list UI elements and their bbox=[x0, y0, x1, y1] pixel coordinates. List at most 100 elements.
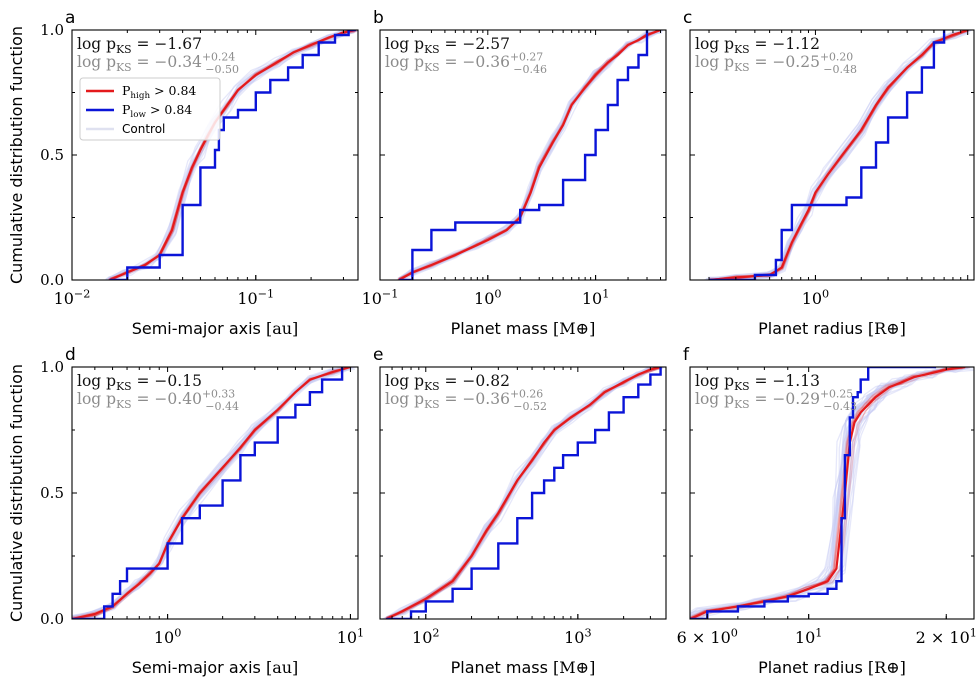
x-tick-label: 10−1 bbox=[237, 287, 274, 308]
ks-annotation-main-part: log p bbox=[385, 35, 424, 53]
high-series-line bbox=[398, 30, 661, 280]
control-line bbox=[388, 367, 663, 619]
x-tick-label-part: 10 bbox=[582, 289, 602, 308]
x-axis-label-part: [R⊕] bbox=[868, 658, 906, 677]
x-axis-label: Semi-major axis [au] bbox=[132, 658, 299, 677]
ks-annotation-main-part: KS bbox=[116, 380, 132, 393]
ks-annotation-main-part: log p bbox=[695, 372, 734, 390]
x-tick-label-part: 0 bbox=[494, 287, 501, 300]
panel-letter: f bbox=[683, 345, 690, 365]
ks-annotation-control-part: = −0.34 bbox=[132, 53, 202, 71]
x-tick-label-part: 10 bbox=[564, 628, 584, 647]
plot-area bbox=[690, 367, 974, 619]
ks-annotation-control-part: = −0.29 bbox=[750, 390, 820, 408]
legend-label-high-part: high bbox=[130, 91, 150, 101]
x-tick-label-part: 0 bbox=[822, 287, 829, 300]
ks-annotation-control-part: +0.27 bbox=[510, 50, 543, 63]
ks-annotation-main-part: = −1.12 bbox=[750, 35, 820, 53]
control-line bbox=[383, 367, 660, 619]
x-tick-label-part: 2 × 10 bbox=[916, 628, 970, 647]
ks-annotation-main-part: KS bbox=[734, 380, 750, 393]
y-tick-label: 0.0 bbox=[40, 271, 64, 289]
control-line bbox=[709, 30, 972, 280]
x-axis-label-part: Semi-major axis bbox=[132, 319, 266, 338]
panel-letter: b bbox=[373, 8, 384, 28]
ks-annotation-control-sub: −0.43 bbox=[823, 400, 857, 413]
ks-annotation-control-part: KS bbox=[116, 61, 132, 74]
x-tick-label: 103 bbox=[564, 626, 591, 647]
legend-box bbox=[79, 77, 221, 141]
ks-annotation-control-part: +0.20 bbox=[820, 50, 853, 63]
x-tick-label-part: 0 bbox=[174, 626, 181, 639]
ks-annotation-control-part: KS bbox=[424, 61, 440, 74]
control-line bbox=[72, 368, 347, 619]
ks-annotation-control: log pKS = −0.36+0.26 bbox=[385, 387, 543, 410]
control-line bbox=[695, 367, 974, 619]
x-axis-label: Planet radius [R⊕] bbox=[758, 658, 906, 677]
x-tick-label-part: −1 bbox=[382, 287, 399, 300]
x-tick-label: 100 bbox=[802, 287, 829, 308]
x-axis-label-part: Planet mass bbox=[451, 319, 553, 338]
x-tick-label-part: 6 × 10 bbox=[677, 628, 731, 647]
x-tick-label-part: 1 bbox=[815, 626, 822, 639]
x-tick-label-part: 10 bbox=[795, 628, 815, 647]
y-tick-label: 0.0 bbox=[40, 610, 64, 628]
ks-annotation-main-part: = −0.15 bbox=[132, 372, 202, 390]
legend-label-high: Phigh > 0.84 bbox=[122, 83, 196, 101]
ks-annotation-main: log pKS = −0.15 bbox=[77, 372, 202, 393]
panel-letter: a bbox=[65, 8, 75, 28]
ks-annotation-control-part: = −0.25 bbox=[750, 53, 820, 71]
ks-annotation-control-sub: −0.52 bbox=[513, 400, 547, 413]
x-axis-label-part: [R⊕] bbox=[868, 319, 906, 338]
ks-annotation-main-part: = −0.82 bbox=[440, 372, 510, 390]
x-axis-label-part: Planet radius bbox=[758, 319, 868, 338]
control-line bbox=[386, 367, 664, 619]
x-axis-label-part: Planet mass bbox=[451, 658, 553, 677]
low-series-line bbox=[109, 30, 356, 280]
y-tick-label: 0.5 bbox=[40, 146, 64, 164]
ks-annotation-control-part: +0.25 bbox=[820, 387, 853, 400]
legend-label-control: Control bbox=[122, 122, 165, 136]
ks-annotation-control-part: = −0.40 bbox=[132, 390, 202, 408]
control-line bbox=[387, 367, 663, 619]
x-tick-label-part: 1 bbox=[602, 287, 609, 300]
high-series-line bbox=[385, 367, 661, 619]
x-tick-label: 102 bbox=[412, 626, 439, 647]
legend-label-high-part: P bbox=[122, 83, 130, 98]
ks-annotation-control: log pKS = −0.36+0.27 bbox=[385, 50, 543, 73]
x-tick-label: 100 bbox=[474, 287, 501, 308]
control-line bbox=[72, 367, 352, 617]
ks-annotation-control: log pKS = −0.29+0.25 bbox=[695, 387, 853, 410]
ks-annotation-main-part: KS bbox=[734, 43, 750, 56]
x-axis-label: Planet mass [M⊕] bbox=[451, 658, 596, 677]
low-series-line bbox=[72, 367, 344, 619]
ks-annotation-control-part: +0.26 bbox=[510, 387, 543, 400]
ks-annotation-control-sub: −0.50 bbox=[205, 63, 239, 76]
y-axis-label: Cumulative distribution function bbox=[7, 364, 26, 622]
plot-area bbox=[704, 30, 972, 280]
x-tick-label: 101 bbox=[582, 287, 609, 308]
x-tick-label-part: 10 bbox=[337, 628, 357, 647]
x-tick-label-part: −1 bbox=[258, 287, 275, 300]
ks-annotation-main-part: = −1.67 bbox=[132, 35, 202, 53]
ks-annotation-control-part: log p bbox=[77, 53, 116, 71]
ks-annotation-control-part: KS bbox=[424, 398, 440, 411]
ks-annotation-main-part: KS bbox=[424, 43, 440, 56]
plot-area bbox=[382, 367, 665, 619]
x-axis-label-part: [M⊕] bbox=[553, 658, 595, 677]
x-tick-label: 100 bbox=[154, 626, 181, 647]
high-series-line bbox=[708, 30, 969, 280]
low-series-line bbox=[709, 30, 946, 280]
ks-annotation-main: log pKS = −1.67 bbox=[77, 35, 202, 56]
x-axis-label-part: Semi-major axis bbox=[132, 658, 266, 677]
ks-annotation-control-part: log p bbox=[385, 390, 424, 408]
ks-annotation-control-part: log p bbox=[695, 390, 734, 408]
ks-annotation-control-part: log p bbox=[385, 53, 424, 71]
low-series-line bbox=[690, 367, 937, 619]
x-tick-label: 10−1 bbox=[362, 287, 399, 308]
